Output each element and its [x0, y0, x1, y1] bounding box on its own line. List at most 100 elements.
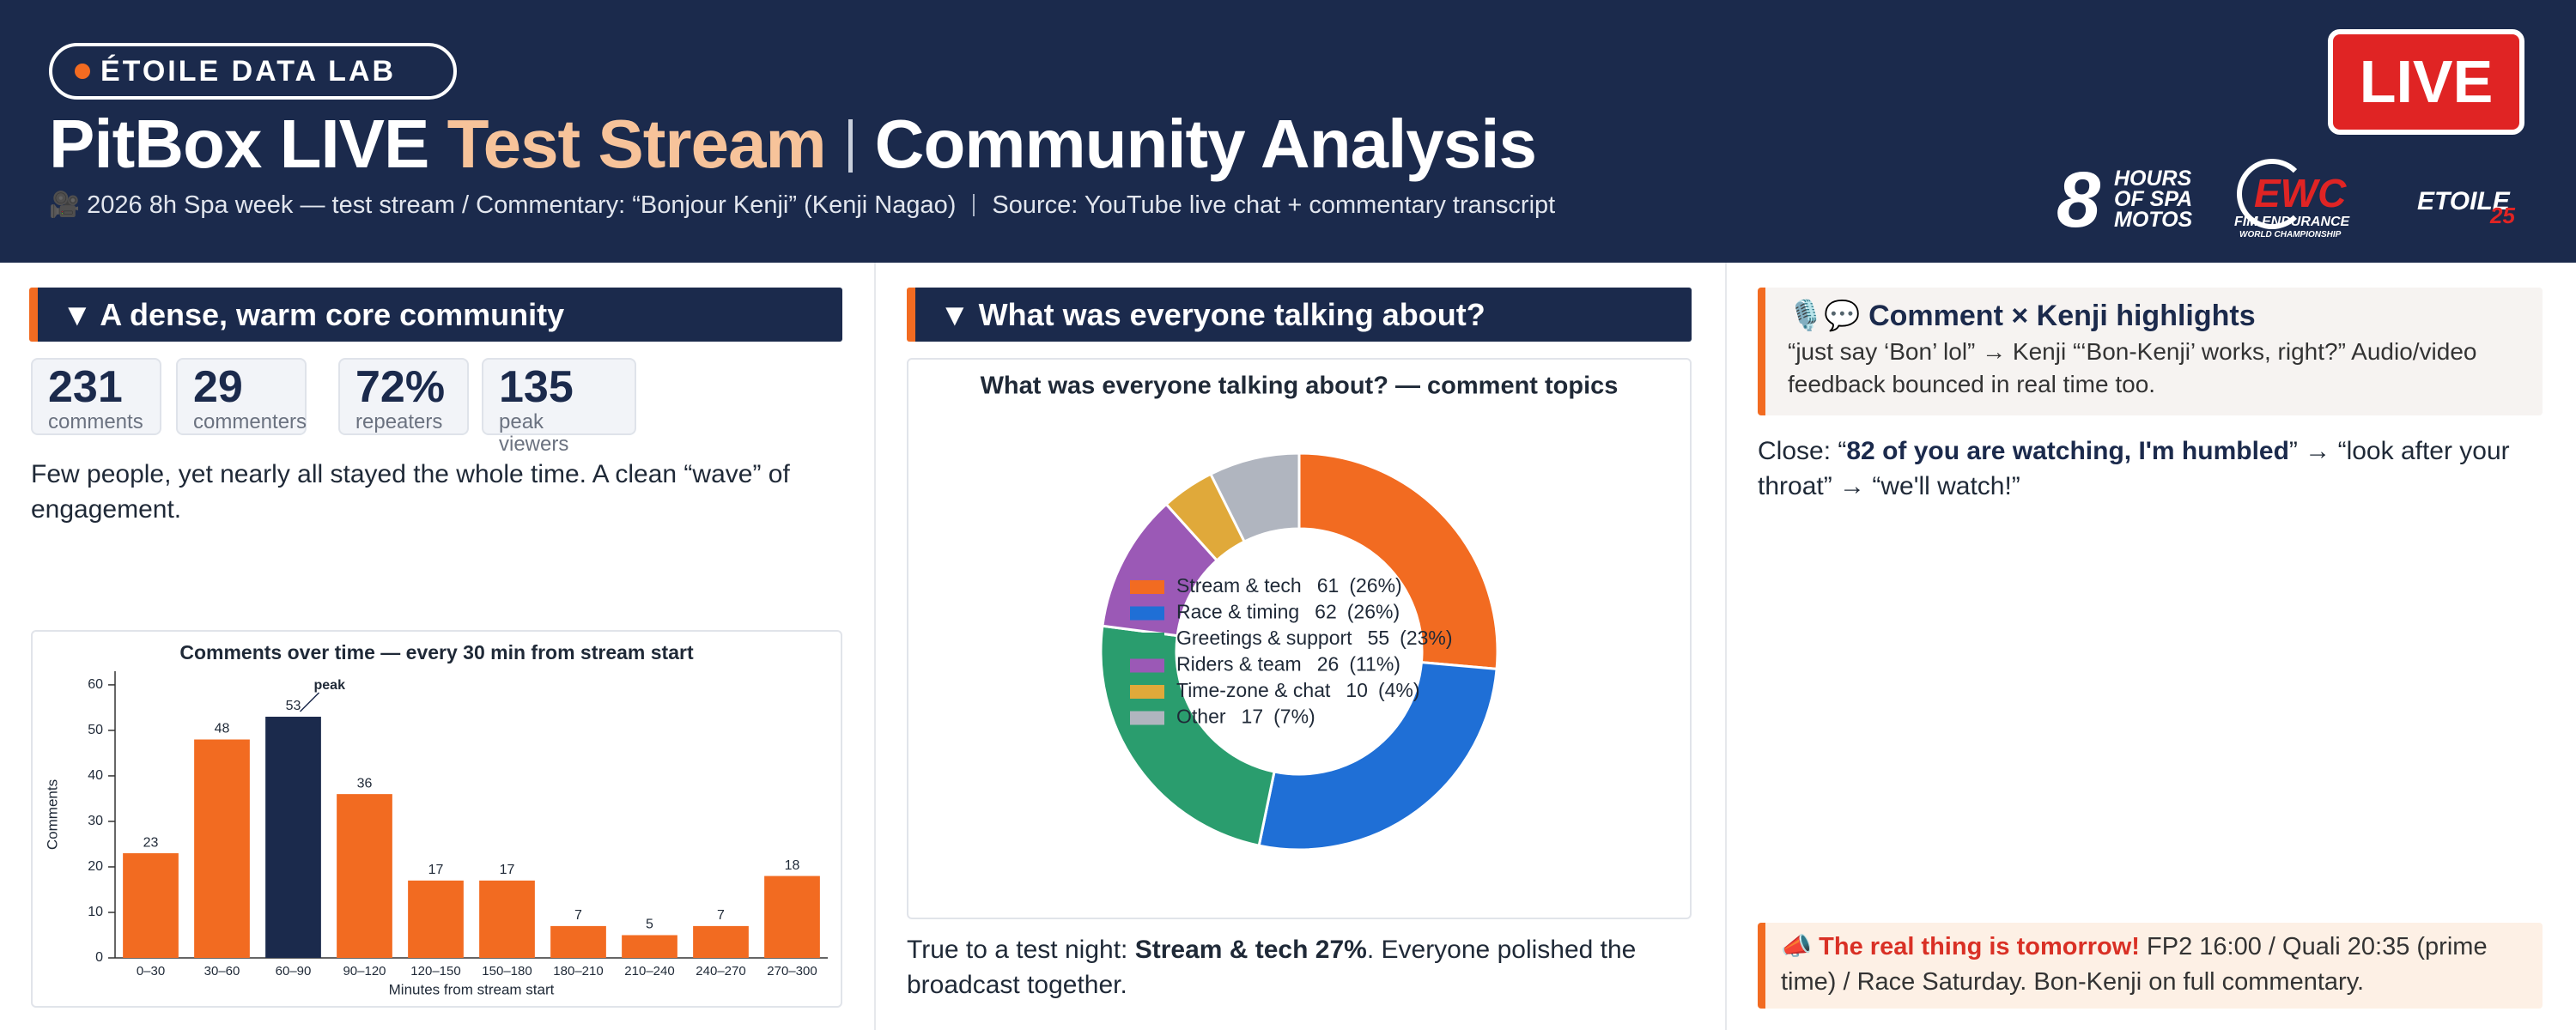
legend-label: Time-zone & chat — [1176, 679, 1331, 701]
separator — [973, 194, 975, 216]
legend-value: 17 — [1242, 706, 1264, 728]
highlight-box: 🎙️💬 Comment × Kenji highlights “just say… — [1758, 288, 2543, 415]
notice-emphasis: 📣 The real thing is tomorrow! — [1781, 933, 2140, 960]
bar — [622, 935, 677, 958]
title-separator — [848, 119, 853, 173]
bar — [408, 880, 464, 958]
value-label: 48 — [215, 722, 230, 736]
x-axis-label: Minutes from stream start — [389, 981, 555, 997]
title: PitBox LIVE Test Stream Community Analysi… — [49, 105, 1537, 184]
value-label: 7 — [574, 908, 582, 923]
value-label: 5 — [646, 918, 653, 932]
chart-box: What was everyone talking about? — comme… — [907, 358, 1692, 919]
quote-text: ” → “look after your throat” → “we'll wa… — [1758, 437, 2510, 500]
caption: True to a test night: Stream & tech 27%.… — [907, 932, 1692, 1003]
y-tick-label: 60 — [88, 677, 103, 692]
stat-card: 231 comments — [31, 358, 161, 435]
stat-value: 72% — [355, 362, 446, 412]
logo: HOURS OF SPA MOTOS — [2114, 168, 2193, 232]
value-label: 17 — [428, 863, 444, 877]
legend-share: (26%) — [1349, 574, 1401, 597]
highlight-text: “just say ‘Bon’ lol” → Kenji “‘Bon-Kenji… — [1788, 338, 2477, 397]
legend-value: 55 — [1368, 627, 1390, 649]
x-tick-label: 150–180 — [482, 964, 532, 978]
y-axis-label: Comments — [44, 779, 60, 850]
stat-value: 231 — [48, 362, 123, 412]
stat-label: commenters — [193, 410, 307, 433]
x-tick-label: 270–300 — [767, 964, 817, 978]
bar — [265, 717, 321, 958]
legend-swatch — [1130, 711, 1164, 725]
logo-ring — [2237, 159, 2307, 229]
bar — [123, 853, 179, 958]
x-tick-label: 60–90 — [276, 964, 312, 978]
legend-swatch — [1130, 658, 1164, 673]
donut-chart: What was everyone talking about? — comme… — [981, 373, 1618, 851]
legend-entry: Race & timing 62 (26%) — [1176, 601, 1400, 623]
logo-text: OF SPA — [2114, 187, 2193, 211]
chart-box: Comments over time — every 30 min from s… — [31, 630, 842, 1008]
badge-text: ÉTOILE DATA LAB — [100, 55, 397, 88]
slice — [1257, 660, 1498, 851]
badge-dot — [75, 64, 90, 79]
summary: Few people, yet nearly all stayed the wh… — [31, 460, 790, 524]
bar — [550, 925, 606, 958]
legend-entry: Stream & tech 61 (26%) — [1176, 574, 1402, 597]
legend-entry: Greetings & support 55 (23%) — [1176, 627, 1453, 649]
y-tick-label: 0 — [95, 950, 103, 965]
legend-entry: Other 17 (7%) — [1176, 706, 1315, 728]
header: ÉTOILE DATA LAB PitBox LIVE Test Stream C… — [0, 0, 2576, 263]
bar — [764, 876, 820, 958]
quote-emphasis: 82 of you are watching, I'm humbled — [1846, 437, 2289, 465]
legend-label: Greetings & support — [1176, 627, 1352, 649]
bar — [194, 739, 250, 958]
x-tick-label: 180–210 — [553, 964, 603, 978]
bar — [337, 794, 392, 958]
caption-emphasis: Stream & tech 27% — [1134, 936, 1367, 964]
y-tick-label: 40 — [88, 768, 103, 783]
divider — [1725, 263, 1727, 1030]
legend-entry: Time-zone & chat 10 (4%) — [1176, 679, 1420, 701]
logo-text: FIM ENDURANCE — [2234, 215, 2350, 229]
logo: 25 — [2490, 203, 2515, 228]
legend-share: (7%) — [1273, 706, 1315, 728]
subtitle: 🎥 2026 8h Spa week — test stream / Comme… — [49, 191, 1555, 220]
legend-value: 62 — [1315, 601, 1337, 623]
live-badge: LIVE — [2328, 29, 2524, 135]
x-tick-label: 120–150 — [410, 964, 460, 978]
legend-label: Race & timing — [1176, 601, 1299, 623]
legend-swatch — [1130, 685, 1164, 699]
y-tick-label: 10 — [88, 905, 103, 919]
bar-chart: Comments over time — every 30 min from s… — [44, 641, 828, 997]
closing-quote: Close: “82 of you are watching, I'm humb… — [1758, 433, 2530, 504]
panel-heading: ▼ What was everyone talking about? — [907, 288, 1692, 342]
x-tick-label: 90–120 — [343, 964, 386, 978]
legend-swatch — [1130, 606, 1164, 621]
stat-value: 135 — [499, 362, 574, 412]
x-tick-label: 210–240 — [624, 964, 674, 978]
y-tick-label: 20 — [88, 859, 103, 874]
bar — [693, 925, 749, 958]
x-tick-label: 30–60 — [204, 964, 240, 978]
notice-text: FP2 16:00 / Quali 20:35 (prime time) / R… — [1781, 933, 2488, 996]
divider — [874, 263, 876, 1030]
legend-label: Other — [1176, 706, 1226, 728]
stat-label: repeaters — [355, 410, 443, 433]
title-part: Community Analysis — [874, 106, 1537, 182]
x-tick-label: 0–30 — [137, 964, 165, 978]
bar — [479, 880, 535, 958]
chart-title: Comments over time — every 30 min from s… — [179, 641, 694, 663]
legend-share: (26%) — [1347, 601, 1400, 623]
y-tick-label: 30 — [88, 814, 103, 828]
stat-card: 72% repeaters — [338, 358, 469, 435]
legend-swatch — [1130, 633, 1164, 646]
annotation-line — [299, 692, 320, 712]
slice — [1099, 624, 1276, 847]
title-part: Test Stream — [447, 106, 827, 182]
logo-text: WORLD CHAMPIONSHIP — [2239, 230, 2342, 239]
logo-text: MOTOS — [2114, 208, 2193, 232]
source: Source: YouTube live chat + commentary t… — [992, 191, 1556, 219]
stat-card: 135 peak viewers — [482, 358, 636, 456]
meta: 🎥 2026 8h Spa week — test stream / Comme… — [49, 191, 957, 219]
